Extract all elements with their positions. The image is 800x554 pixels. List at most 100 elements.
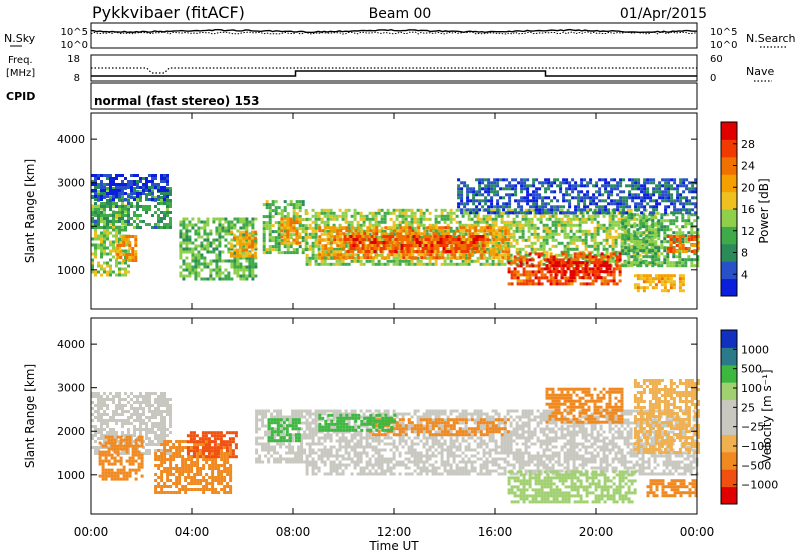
power-cell: [663, 277, 667, 281]
power-cell: [693, 244, 697, 247]
power-cell: [124, 228, 127, 232]
power-cell: [508, 181, 512, 185]
power-cell: [587, 229, 591, 233]
power-cell: [442, 241, 446, 244]
power-cell: [691, 187, 695, 191]
power-cell: [103, 267, 106, 271]
power-cell: [410, 223, 414, 227]
power-cell: [136, 214, 139, 217]
power-cell: [537, 261, 541, 265]
power-cell: [555, 258, 559, 262]
power-cell: [537, 252, 541, 256]
power-cell: [472, 196, 476, 200]
power-cell: [480, 250, 484, 254]
power-cell: [628, 190, 632, 194]
power-cell: [403, 244, 407, 247]
power-cell: [91, 267, 94, 271]
power-cell: [688, 199, 692, 203]
power-cell: [399, 232, 403, 236]
power-cell: [602, 238, 606, 242]
power-cell: [353, 208, 357, 212]
power-cell: [526, 184, 530, 188]
power-cell: [215, 244, 219, 248]
velocity-cell: [115, 419, 118, 422]
power-cell: [265, 206, 269, 210]
velocity-cell: [118, 407, 121, 410]
power-cell: [575, 238, 579, 242]
power-cell: [352, 238, 356, 241]
power-cell: [616, 187, 620, 191]
power-cell: [314, 244, 318, 248]
power-cell: [505, 178, 509, 182]
power-cell: [446, 256, 450, 260]
power-cell: [203, 226, 207, 230]
power-cell: [424, 238, 428, 241]
power-cell: [473, 259, 477, 263]
power-cell: [601, 205, 605, 209]
power-cell: [109, 264, 112, 268]
power-cell: [675, 238, 679, 241]
power-cell: [557, 232, 561, 236]
power-cell: [537, 279, 541, 283]
power-cell: [124, 249, 127, 253]
power-cell: [625, 205, 629, 209]
power-cell: [233, 223, 237, 227]
power-cell: [377, 259, 381, 263]
power-cell: [678, 249, 682, 253]
power-cell: [517, 202, 521, 206]
power-cell: [590, 220, 594, 224]
power-cell: [452, 229, 456, 233]
power-cell: [568, 187, 572, 191]
power-cell: [590, 235, 594, 239]
power-cell: [230, 259, 234, 263]
power-cell: [163, 186, 166, 189]
power-cell: [236, 220, 240, 224]
power-cell: [580, 178, 584, 182]
power-cell: [601, 184, 605, 188]
power-cell: [109, 267, 112, 271]
power-cell: [582, 273, 586, 277]
power-cell: [624, 261, 628, 265]
power-cell: [633, 243, 637, 247]
power-cell: [475, 190, 479, 194]
power-cell: [274, 200, 278, 204]
power-cell: [100, 226, 103, 229]
power-cell: [206, 250, 210, 254]
power-cell: [688, 208, 692, 212]
power-cell: [454, 250, 458, 253]
power-cell: [413, 229, 417, 233]
power-cell: [292, 203, 296, 207]
power-cell: [489, 229, 493, 233]
power-cell: [554, 217, 558, 221]
power-cell: [323, 262, 327, 266]
power-cell: [417, 232, 421, 236]
power-cell: [498, 235, 502, 239]
power-cell: [489, 250, 493, 254]
power-cell: [94, 252, 97, 256]
power-cell: [115, 261, 118, 265]
power-cell: [406, 250, 410, 253]
power-cell: [524, 253, 528, 257]
power-cell: [239, 268, 243, 272]
power-cell: [191, 241, 195, 245]
power-cell: [116, 256, 120, 259]
power-cell: [530, 223, 534, 227]
power-cell: [145, 189, 148, 192]
power-cell: [596, 232, 600, 236]
power-cell: [457, 202, 461, 206]
power-cell: [687, 258, 691, 262]
power-cell: [462, 235, 466, 239]
power-cell: [532, 178, 536, 182]
power-cell: [554, 256, 558, 260]
velocity-cell: [127, 419, 130, 422]
power-cell: [463, 247, 467, 250]
power-cell: [354, 229, 358, 233]
power-cell: [330, 235, 334, 239]
power-cell: [577, 205, 581, 209]
power-cell: [277, 248, 281, 252]
power-cell: [675, 219, 679, 223]
power-cell: [696, 241, 700, 244]
power-cell: [388, 241, 392, 244]
power-cell: [262, 230, 266, 234]
power-cell: [268, 227, 272, 231]
